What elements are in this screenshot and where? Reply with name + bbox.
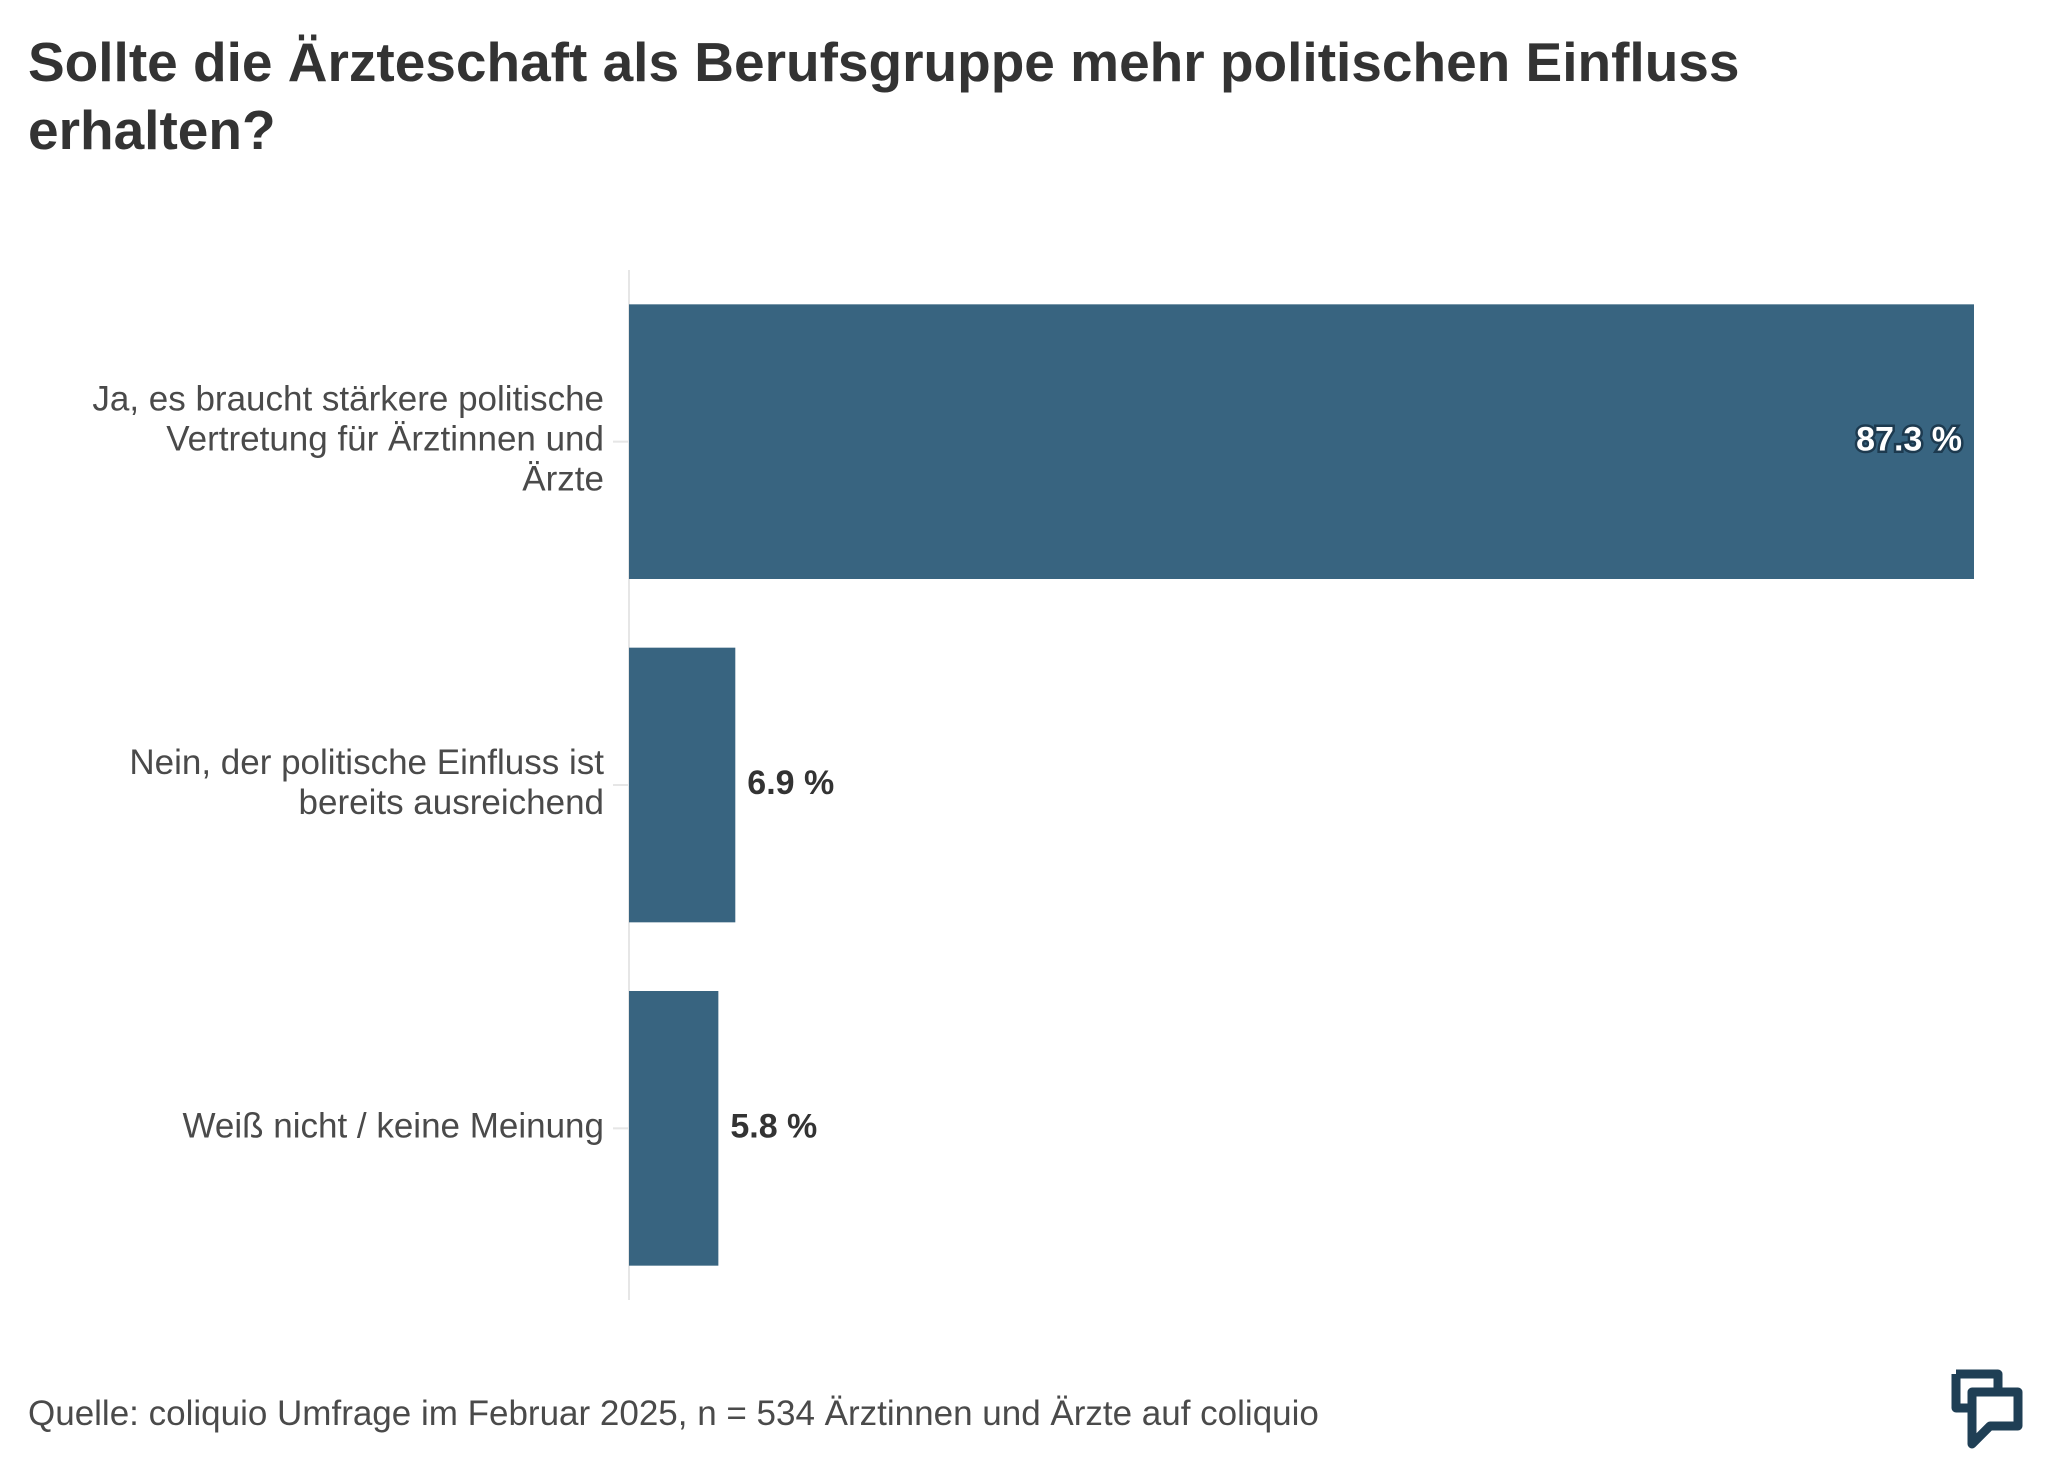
bar-1 xyxy=(629,304,1974,579)
category-label-line: Ärzte xyxy=(522,460,604,499)
logo-front-bubble xyxy=(1951,1374,2023,1449)
coliquio-logo-icon xyxy=(1951,1369,2023,1449)
category-label-line: Vertretung für Ärztinnen und xyxy=(166,420,604,459)
value-label-1: 87.3 % xyxy=(1856,421,1962,459)
value-label-3: 5.8 % xyxy=(730,1107,817,1145)
chart-title: Sollte die Ärzteschaft als Berufsgruppe … xyxy=(28,31,1740,161)
category-label-line: Ja, es braucht stärkere politische xyxy=(92,380,604,419)
category-label-line: bereits ausreichend xyxy=(299,783,604,822)
bar-3 xyxy=(629,991,719,1266)
source-note: Quelle: coliquio Umfrage im Februar 2025… xyxy=(28,1394,1319,1433)
category-label-3: Weiß nicht / keine Meinung xyxy=(182,1107,604,1146)
category-label-line: Nein, der politische Einfluss ist xyxy=(129,743,604,782)
category-label-2: Nein, der politische Einfluss ist bereits… xyxy=(129,743,604,822)
category-label-line: Weiß nicht / keine Meinung xyxy=(182,1107,604,1146)
bar-layer xyxy=(629,304,1974,1266)
label-layer: Ja, es braucht stärkere politische Vertre… xyxy=(92,380,1964,1146)
category-label-1: Ja, es braucht stärkere politische Vertre… xyxy=(92,380,604,499)
bar-2 xyxy=(629,647,736,923)
axis-layer xyxy=(613,270,630,1300)
value-label-2: 6.9 % xyxy=(747,764,834,802)
